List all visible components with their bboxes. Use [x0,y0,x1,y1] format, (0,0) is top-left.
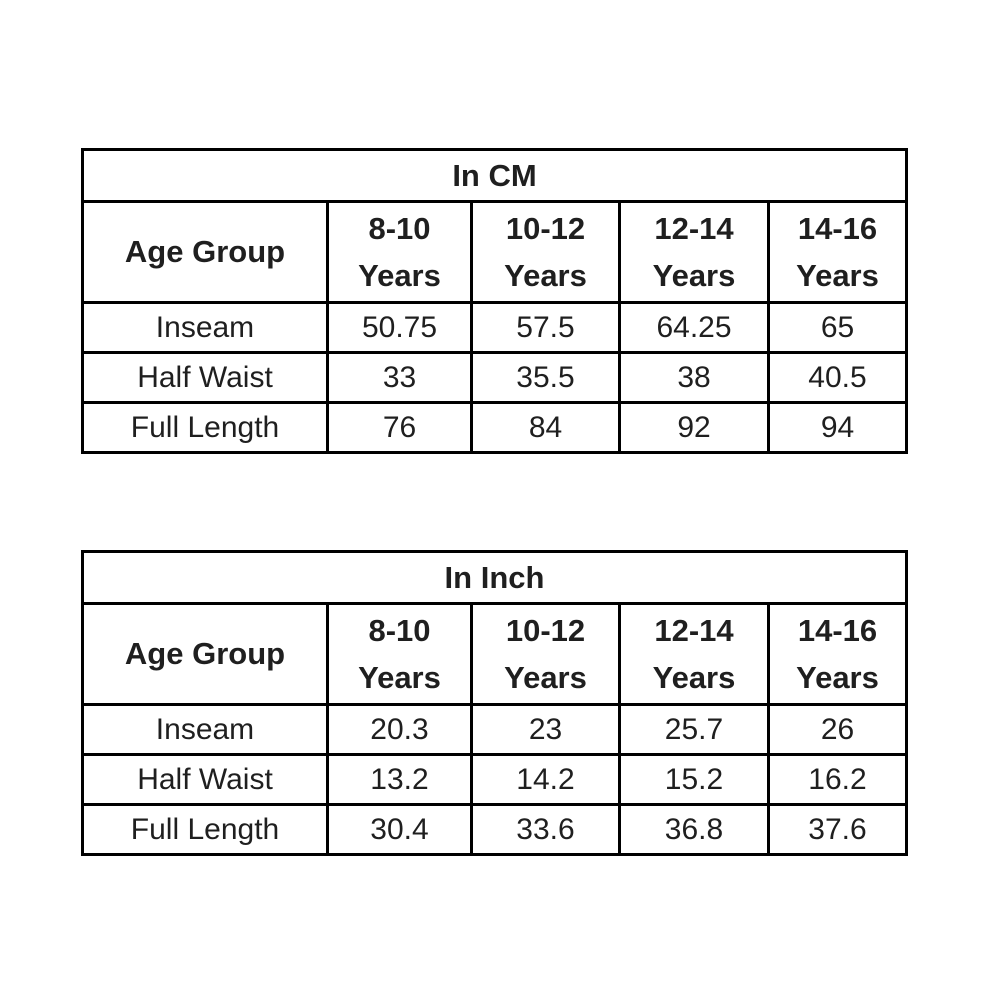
column-header: 10-12 Years [470,200,621,304]
size-chart-table-inch: In Inch Age Group 8-10 Years 10-12 Years… [81,550,908,856]
table-row: Inseam 20.3 23 25.7 26 [81,703,908,756]
size-chart-table-cm: In CM Age Group 8-10 Years 10-12 Years 1… [81,148,908,454]
age-range-label: 8-10 [368,211,431,246]
table-row: Full Length 30.4 33.6 36.8 37.6 [81,803,908,856]
row-label: Half Waist [81,351,329,404]
age-unit-label: Years [504,660,587,695]
value-cell: 76 [326,401,473,454]
table-title-row: In Inch [81,550,908,605]
value-cell: 92 [618,401,770,454]
age-range-label: 12-14 [654,613,734,648]
column-header: 8-10 Years [326,602,473,706]
column-header: 14-16 Years [767,200,908,304]
value-cell: 84 [470,401,621,454]
age-unit-label: Years [358,258,441,293]
value-cell: 36.8 [618,803,770,856]
age-unit-label: Years [796,258,879,293]
value-cell: 65 [767,301,908,354]
age-range-label: 12-14 [654,211,734,246]
table-title: In CM [81,148,908,203]
value-cell: 94 [767,401,908,454]
value-cell: 25.7 [618,703,770,756]
table-title: In Inch [81,550,908,605]
table-title-row: In CM [81,148,908,203]
value-cell: 38 [618,351,770,404]
column-header: 14-16 Years [767,602,908,706]
value-cell: 23 [470,703,621,756]
row-label: Inseam [81,703,329,756]
age-range-label: 14-16 [797,211,878,246]
age-range-label: 10-12 [505,211,586,246]
value-cell: 37.6 [767,803,908,856]
value-cell: 40.5 [767,351,908,404]
table-header-row: Age Group 8-10 Years 10-12 Years 12-14 Y… [81,200,908,304]
value-cell: 13.2 [326,753,473,806]
age-range-label: 8-10 [368,613,431,648]
table-row: Half Waist 33 35.5 38 40.5 [81,351,908,404]
table-row: Full Length 76 84 92 94 [81,401,908,454]
age-group-header: Age Group [81,200,329,304]
value-cell: 50.75 [326,301,473,354]
table-row: Inseam 50.75 57.5 64.25 65 [81,301,908,354]
column-header: 10-12 Years [470,602,621,706]
value-cell: 33.6 [470,803,621,856]
age-group-header: Age Group [81,602,329,706]
column-header: 8-10 Years [326,200,473,304]
value-cell: 64.25 [618,301,770,354]
table-row: Half Waist 13.2 14.2 15.2 16.2 [81,753,908,806]
row-label: Full Length [81,401,329,454]
column-header: 12-14 Years [618,200,770,304]
age-unit-label: Years [652,660,736,695]
age-unit-label: Years [652,258,736,293]
value-cell: 20.3 [326,703,473,756]
value-cell: 33 [326,351,473,404]
table-header-row: Age Group 8-10 Years 10-12 Years 12-14 Y… [81,602,908,706]
row-label: Inseam [81,301,329,354]
age-unit-label: Years [504,258,587,293]
value-cell: 16.2 [767,753,908,806]
value-cell: 35.5 [470,351,621,404]
age-unit-label: Years [796,660,879,695]
column-header: 12-14 Years [618,602,770,706]
value-cell: 57.5 [470,301,621,354]
age-unit-label: Years [358,660,441,695]
age-range-label: 14-16 [797,613,878,648]
value-cell: 26 [767,703,908,756]
row-label: Half Waist [81,753,329,806]
value-cell: 15.2 [618,753,770,806]
age-range-label: 10-12 [505,613,586,648]
row-label: Full Length [81,803,329,856]
value-cell: 14.2 [470,753,621,806]
value-cell: 30.4 [326,803,473,856]
